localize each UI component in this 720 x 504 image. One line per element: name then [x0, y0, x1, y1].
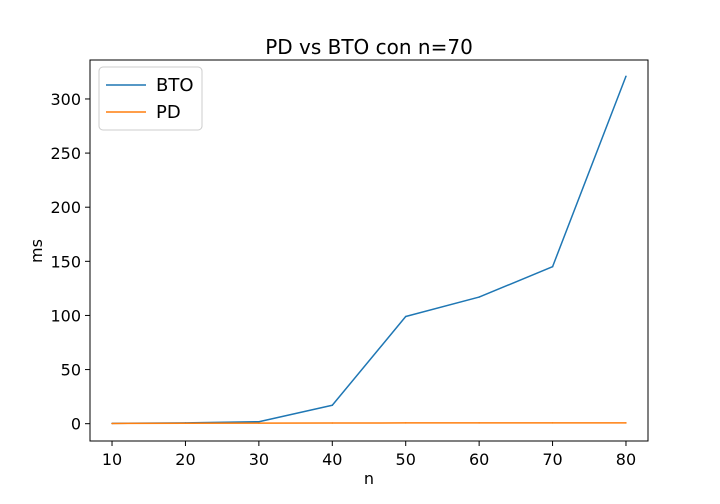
x-tick-label: 60	[469, 450, 489, 469]
series-line-pd	[112, 422, 626, 425]
legend: BTO PD	[98, 66, 203, 131]
data-point-pd	[404, 422, 407, 424]
data-point-pd	[184, 422, 187, 424]
y-tick-label: 300	[50, 90, 81, 109]
x-tick-label: 70	[542, 450, 562, 469]
data-point-bto	[551, 265, 554, 268]
y-tick-label: 200	[50, 198, 81, 217]
legend-label-bto: BTO	[156, 75, 194, 96]
y-tick-label: 50	[61, 361, 81, 380]
x-axis-label: n	[364, 469, 374, 488]
plot-frame	[89, 59, 649, 442]
x-tick-label: 10	[102, 450, 122, 469]
data-point-pd	[258, 422, 260, 424]
x-tick-label: 40	[322, 450, 342, 469]
data-point-bto	[478, 296, 480, 298]
y-tick-label: 250	[50, 144, 81, 163]
x-tick-label: 20	[175, 450, 195, 469]
legend-box	[98, 66, 203, 131]
data-point-bto	[404, 315, 407, 318]
x-tick-label: 80	[616, 450, 636, 469]
data-point-bto	[625, 75, 627, 77]
y-tick-label: 100	[50, 306, 81, 325]
data-point-pd	[551, 422, 554, 424]
x-tick-label: 30	[249, 450, 269, 469]
legend-label-pd: PD	[156, 102, 181, 123]
chart-title: PD vs BTO con n=70	[265, 35, 473, 59]
x-axis: 10 20 30 40 50 60 70 80	[102, 441, 636, 469]
data-point-bto	[258, 420, 260, 423]
data-point-pd	[625, 422, 627, 424]
data-point-bto	[331, 404, 334, 407]
x-tick-label: 50	[396, 450, 416, 469]
plot-lines	[111, 75, 627, 425]
data-point-pd	[331, 422, 334, 424]
data-point-pd	[111, 422, 113, 425]
y-tick-label: 0	[71, 415, 81, 434]
data-point-pd	[478, 422, 480, 424]
y-axis-label: ms	[27, 239, 46, 263]
y-axis: 0 50 100 150 200 250 300	[50, 90, 90, 434]
y-tick-label: 150	[50, 252, 81, 271]
